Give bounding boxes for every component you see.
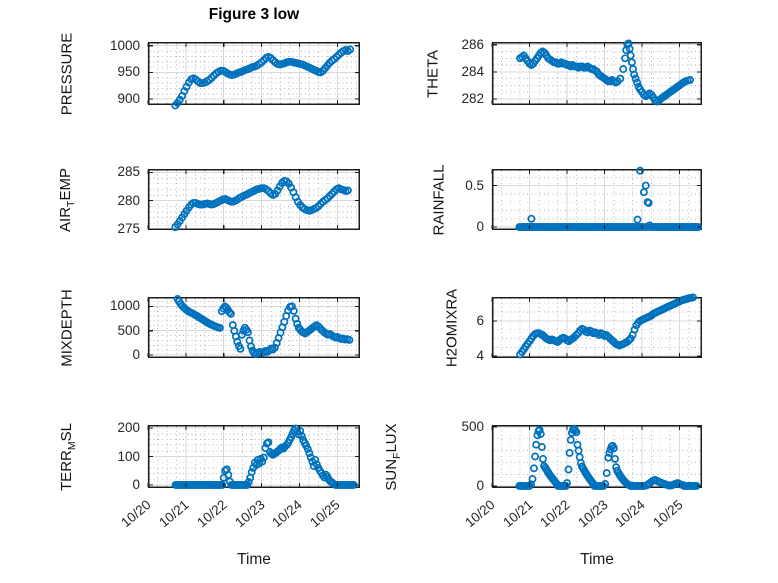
y-tick-label: 280 xyxy=(117,192,140,208)
y-tick-label: 500 xyxy=(461,418,484,434)
plot-area-sunflux xyxy=(491,424,702,490)
minor-grid xyxy=(493,426,701,487)
tick-marks xyxy=(147,43,359,104)
x-axis-label-right: Time xyxy=(580,551,614,568)
x-axis-label-left: Time xyxy=(237,551,271,568)
y-tick-label: 950 xyxy=(117,64,140,80)
y-axis-label-text: RAINFALL xyxy=(430,164,448,235)
y-tick-label: 200 xyxy=(117,420,140,436)
y-tick-label: 1000 xyxy=(109,37,140,53)
plot-area-rainfall xyxy=(491,166,703,232)
y-tick-label: 4 xyxy=(476,348,484,364)
y-tick-label: 500 xyxy=(117,322,140,338)
plot-area-h2omixra xyxy=(491,293,702,359)
y-tick-label: 1000 xyxy=(109,298,140,314)
y-axis-label-text: AIR xyxy=(57,206,74,232)
scatter-series xyxy=(171,176,352,232)
y-axis-label-subscript: T xyxy=(65,200,77,207)
scatter-series xyxy=(515,166,703,232)
plot-area-theta xyxy=(491,39,702,106)
scatter-series xyxy=(516,293,697,359)
tick-marks xyxy=(147,298,359,357)
tick-marks xyxy=(491,170,701,229)
tick-marks xyxy=(491,43,701,104)
y-axis-label-text: H2OMIXRA xyxy=(443,288,461,367)
plot-area-pressure xyxy=(147,42,360,110)
y-axis-label-pressure: PRESSURE xyxy=(59,32,76,115)
scatter-series xyxy=(171,45,355,110)
y-tick-label: 0.5 xyxy=(465,177,484,193)
figure-title: Figure 3 low xyxy=(208,6,300,23)
y-axis-label-mixdepth: MIXDEPTH xyxy=(59,289,76,367)
y-tick-label: 0 xyxy=(132,476,140,492)
y-axis-label-subscript: F xyxy=(391,452,403,459)
y-tick-label: 0 xyxy=(132,347,140,363)
axes-frame xyxy=(148,425,360,488)
y-axis-label-airtemp: AIRTEMP xyxy=(57,168,77,232)
minor-grid xyxy=(493,170,701,229)
plot-area-terrmsl xyxy=(147,424,360,489)
y-axis-label-text: PRESSURE xyxy=(58,32,76,115)
axes-frame xyxy=(492,42,702,105)
plot-area-airtemp xyxy=(147,169,360,232)
axes-frame xyxy=(492,169,702,230)
plot-area-mixdepth xyxy=(147,295,360,358)
y-tick-label: 286 xyxy=(461,36,484,52)
scatter-series xyxy=(515,424,701,490)
y-axis-label-text: EMP xyxy=(57,167,74,201)
axes-frame xyxy=(148,169,360,230)
tick-marks xyxy=(147,426,359,487)
y-axis-label-terrmsl: TERRMSL xyxy=(58,423,78,491)
tick-marks xyxy=(491,298,701,357)
y-tick-label: 285 xyxy=(117,164,140,180)
major-grid xyxy=(491,170,701,229)
y-tick-label: 282 xyxy=(461,90,484,106)
y-tick-label: 900 xyxy=(117,91,140,107)
scatter-series xyxy=(173,295,354,358)
y-axis-label-text: SL xyxy=(58,422,75,441)
y-axis-label-subscript: M xyxy=(66,440,78,450)
tick-marks xyxy=(147,170,359,230)
y-axis-label-sunflux: SUNFLUX xyxy=(383,423,403,490)
tick-marks xyxy=(491,426,701,487)
y-axis-label-rainfall: RAINFALL xyxy=(431,164,448,235)
axes-frame xyxy=(148,42,360,105)
scatter-series xyxy=(516,39,694,106)
y-axis-label-text: THETA xyxy=(424,49,442,98)
y-axis-label-h2omixra: H2OMIXRA xyxy=(444,288,461,366)
y-axis-label-text: SUN xyxy=(383,458,400,491)
y-tick-label: 6 xyxy=(476,312,484,328)
axes-frame xyxy=(492,297,702,358)
y-axis-label-theta: THETA xyxy=(425,49,442,97)
scatter-series xyxy=(171,424,358,489)
y-axis-label-text: TERR xyxy=(58,449,75,491)
y-tick-label: 284 xyxy=(461,63,484,79)
y-tick-label: 275 xyxy=(117,220,140,236)
y-tick-label: 0 xyxy=(476,478,484,494)
y-tick-label: 100 xyxy=(117,448,140,464)
minor-grid xyxy=(149,43,359,105)
y-tick-label: 0 xyxy=(476,219,484,235)
y-axis-label-text: MIXDEPTH xyxy=(58,288,76,367)
y-axis-label-text: LUX xyxy=(383,422,400,453)
